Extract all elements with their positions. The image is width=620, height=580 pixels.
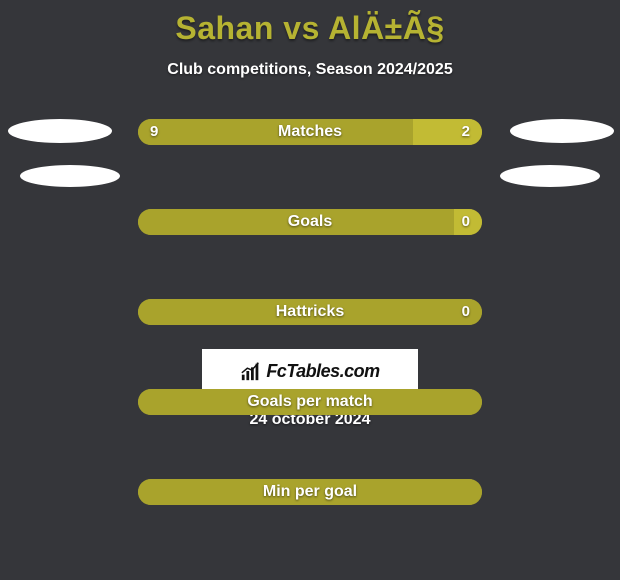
bar-track: [138, 389, 482, 415]
player-left-photo-2: [20, 165, 120, 187]
subtitle: Club competitions, Season 2024/2025: [0, 61, 620, 79]
bar-left: [138, 479, 482, 505]
source-logo: FcTables.com: [202, 349, 418, 393]
bar-left: [138, 299, 482, 325]
fctables-icon: [240, 360, 262, 382]
page-title: Sahan vs AlÄ±Ã§: [0, 0, 620, 47]
bar-right: [413, 119, 482, 145]
bar-left: [138, 209, 454, 235]
bar-track: [138, 299, 482, 325]
bar-left: [138, 389, 482, 415]
bar-track: [138, 209, 482, 235]
bar-track: [138, 479, 482, 505]
bar-left: [138, 119, 413, 145]
stat-row: Hattricks0: [0, 299, 620, 327]
stat-row: Goals0: [0, 209, 620, 237]
comparison-chart: Matches92Goals0Hattricks0Goals per match…: [0, 119, 620, 339]
bar-track: [138, 119, 482, 145]
logo-text: FcTables.com: [266, 361, 379, 382]
stat-row: Min per goal: [0, 479, 620, 507]
player-right-photo-2: [500, 165, 600, 187]
bar-right: [454, 209, 482, 235]
stat-row: Goals per match: [0, 389, 620, 417]
stat-row: Matches92: [0, 119, 620, 147]
